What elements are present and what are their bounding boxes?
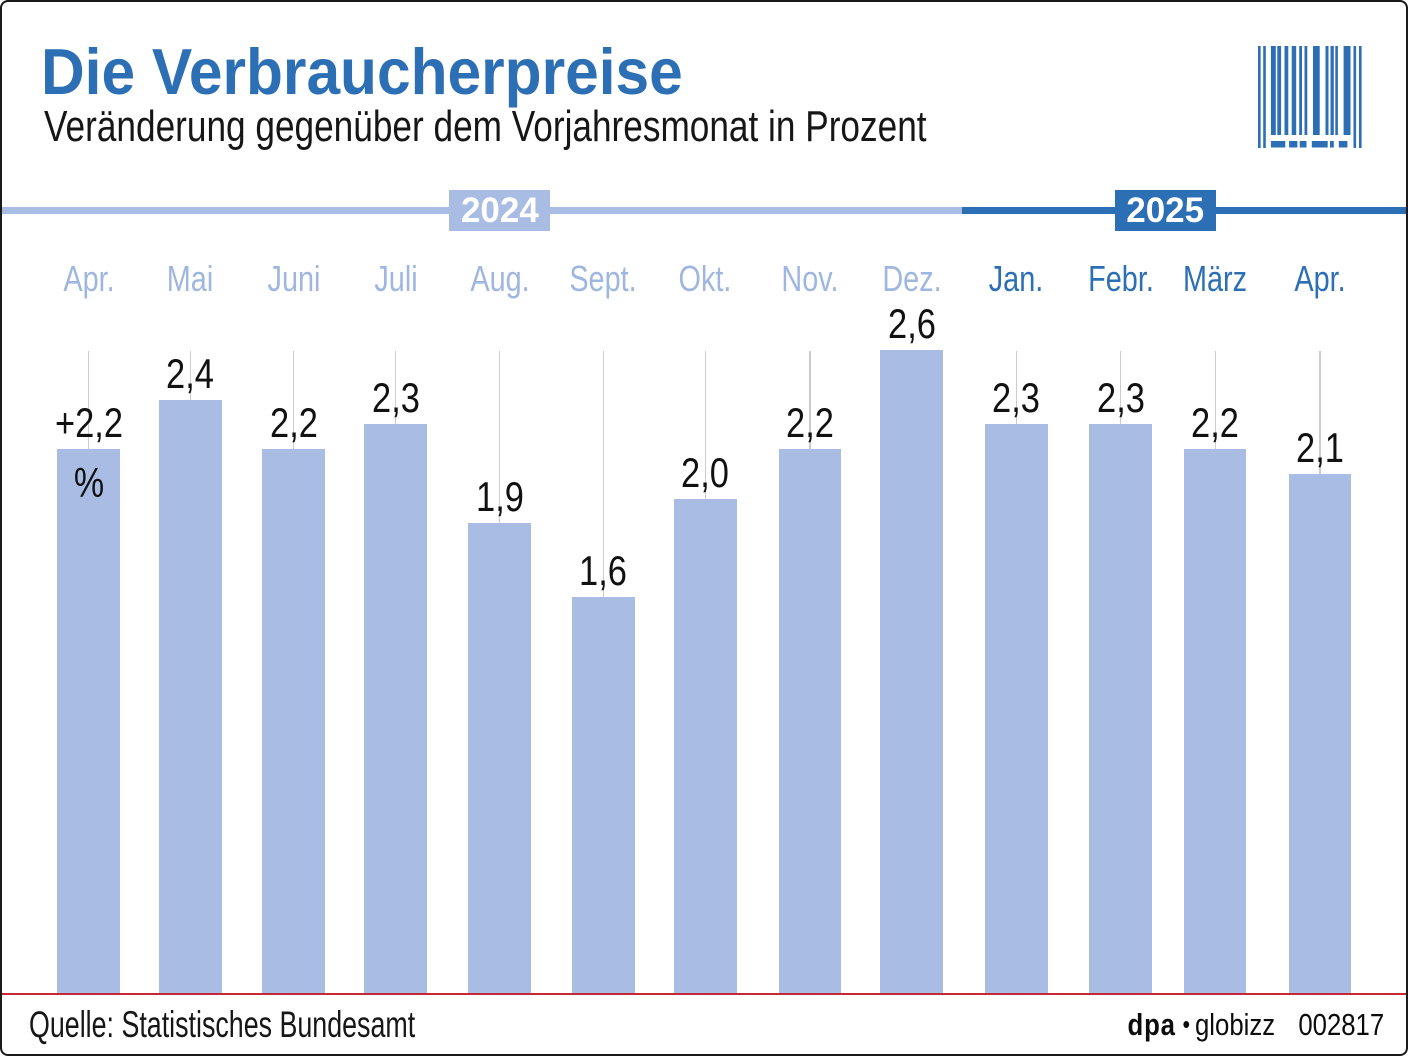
value-label: 2,6 — [887, 300, 936, 348]
value-label: 2,3 — [1096, 374, 1145, 422]
bar-Sept-2024 — [572, 597, 635, 993]
month-gridline — [189, 351, 191, 400]
figure-number: 002817 — [1298, 1007, 1384, 1042]
month-gridline — [809, 351, 811, 450]
bar-Juli-2024 — [364, 424, 427, 993]
barcode-logo-icon — [1258, 46, 1362, 148]
month-label: Dez. — [881, 258, 942, 299]
bar-Okt-2024 — [674, 498, 737, 993]
bar-Febr-2025 — [1089, 424, 1152, 993]
month-label: März — [1183, 258, 1248, 299]
month-gridline — [1015, 351, 1018, 425]
month-gridline — [395, 351, 397, 425]
value-label: 2,4 — [166, 349, 215, 397]
month-gridline — [292, 351, 295, 450]
year-badge-2025: 2025 — [1114, 189, 1216, 231]
bar-Apr-2025 — [1288, 473, 1352, 993]
month-gridline — [498, 351, 501, 524]
dpa-logo: dpa — [1127, 1007, 1176, 1042]
month-label: Mai — [167, 258, 214, 299]
month-label: Juli — [374, 258, 418, 299]
source-note: Quelle: Statistisches Bundesamt — [29, 1004, 416, 1045]
month-gridline — [704, 351, 706, 499]
bullet-separator: • — [1182, 1009, 1190, 1039]
month-label: Nov. — [781, 258, 839, 299]
bar-Dez-2024 — [880, 350, 943, 993]
page-title: Die Verbraucherpreise — [40, 34, 683, 108]
value-label: +2,2 — [54, 399, 123, 447]
month-label: Febr. — [1087, 258, 1154, 299]
bar-Juni-2024 — [262, 449, 325, 993]
value-label: 2,0 — [681, 448, 730, 496]
month-label: Sept. — [569, 258, 637, 299]
month-gridline — [1319, 351, 1321, 474]
bar-Aug-2024 — [468, 523, 531, 993]
value-label: 2,2 — [269, 399, 318, 447]
month-gridline — [602, 351, 604, 598]
month-label: Apr. — [1294, 258, 1346, 299]
globizz-brand: globizz — [1194, 1007, 1275, 1042]
bar-März-2025 — [1183, 449, 1247, 993]
value-label: 2,3 — [992, 374, 1041, 422]
month-gridline — [1119, 351, 1122, 425]
bar-Apr-2024 — [57, 449, 120, 993]
value-label: 1,9 — [475, 473, 524, 521]
value-label: 2,1 — [1295, 423, 1344, 471]
baseline-red-line — [2, 992, 1406, 996]
month-gridline — [1214, 351, 1216, 450]
page-subtitle: Veränderung gegenüber dem Vorjahresmonat… — [44, 102, 927, 152]
month-label: Aug. — [469, 258, 530, 299]
agency-credit: dpa • globizz 002817 — [1127, 1009, 1384, 1040]
unit-label: % — [73, 458, 104, 506]
month-label: Juni — [267, 258, 320, 299]
month-label: Okt. — [678, 258, 732, 299]
bar-Nov-2024 — [778, 449, 842, 993]
bar-Jan-2025 — [985, 424, 1048, 993]
value-label: 2,2 — [786, 399, 834, 447]
bar-Mai-2024 — [159, 399, 222, 993]
month-label: Jan. — [989, 258, 1044, 299]
value-label: 2,3 — [371, 374, 420, 422]
month-gridline — [88, 351, 90, 450]
month-label: Apr. — [63, 258, 115, 299]
value-label: 2,2 — [1191, 399, 1240, 447]
year-badge-2024: 2024 — [449, 189, 551, 231]
value-label: 1,6 — [579, 547, 628, 595]
